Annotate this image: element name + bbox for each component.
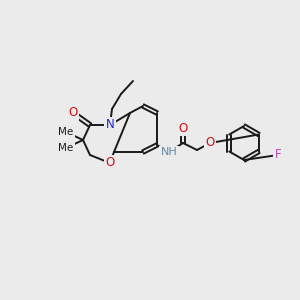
Text: NH: NH	[160, 147, 177, 157]
Text: O: O	[178, 122, 188, 134]
Text: O: O	[68, 106, 78, 119]
Text: Me: Me	[58, 143, 74, 153]
Text: Me: Me	[58, 127, 74, 137]
Text: O: O	[105, 157, 115, 169]
Text: F: F	[275, 148, 281, 161]
Text: O: O	[206, 136, 214, 149]
Text: N: N	[106, 118, 114, 131]
